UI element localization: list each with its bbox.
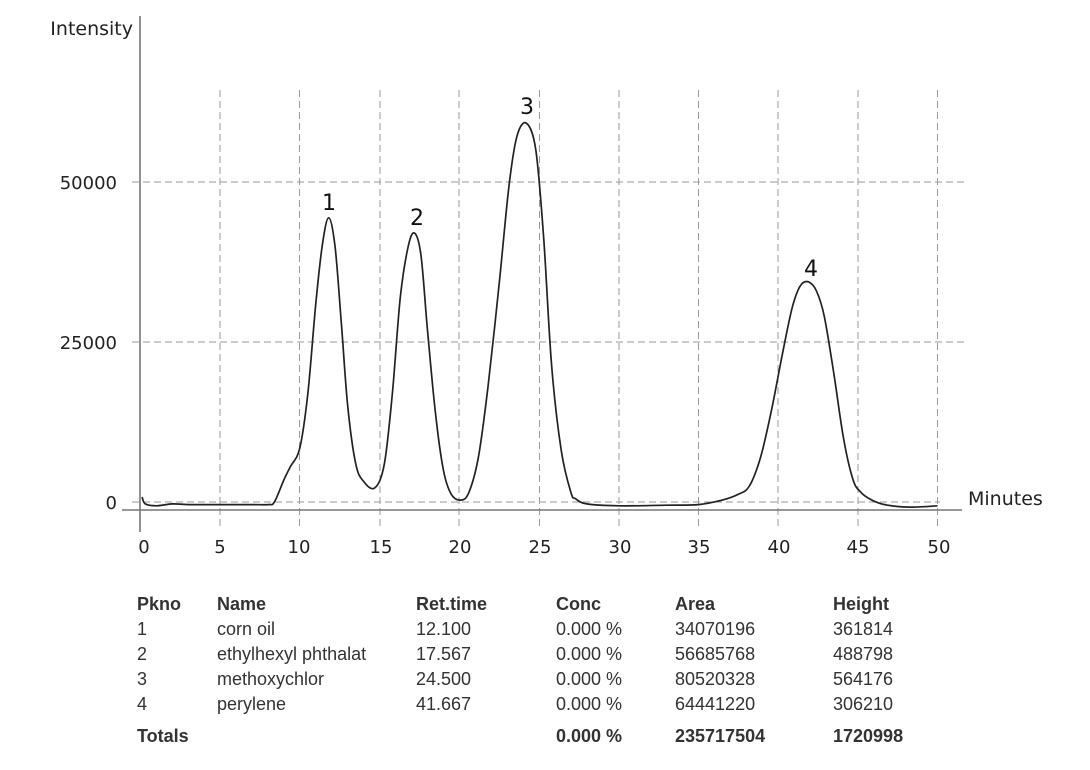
cell-area: 80520328 <box>675 669 756 689</box>
header-pkno: Pkno <box>137 594 182 614</box>
cell-name: perylene <box>217 694 287 714</box>
y-tick-label: 25000 <box>60 333 117 354</box>
table-row: 4 perylene 41.667 0.000 % 64441220 30621… <box>133 692 943 717</box>
cell-conc: 0.000 % <box>556 644 623 664</box>
cell-height: 488798 <box>833 644 894 664</box>
chromatogram-chart: Intensity Minutes 50000 25000 0 0 5 10 1… <box>50 16 1043 558</box>
y-axis-title: Intensity <box>50 18 133 40</box>
x-tick-label: 10 <box>288 537 311 558</box>
totals-height: 1720998 <box>833 726 904 746</box>
x-tick-label: 35 <box>688 537 711 558</box>
vertical-gridlines <box>219 90 938 530</box>
cell-conc: 0.000 % <box>556 694 623 714</box>
x-axis-title: Minutes <box>968 488 1043 510</box>
cell-conc: 0.000 % <box>556 619 623 639</box>
cell-pkno: 2 <box>137 644 148 664</box>
table-row: 3 methoxychlor 24.500 0.000 % 80520328 5… <box>133 667 943 692</box>
peak-label-3: 3 <box>520 95 534 120</box>
chromatogram-trace <box>141 121 938 508</box>
peak-label-2: 2 <box>410 206 424 231</box>
x-tick-label: 30 <box>609 537 632 558</box>
header-height: Height <box>833 594 889 614</box>
x-tick-label: 40 <box>768 537 791 558</box>
cell-name: ethylhexyl phthalat <box>217 644 367 664</box>
totals-row: Totals 0.000 % 235717504 1720998 <box>133 717 943 755</box>
cell-ret-time: 17.567 <box>416 644 472 664</box>
header-area: Area <box>675 594 716 614</box>
cell-ret-time: 41.667 <box>416 694 472 714</box>
table-header-row: Pkno Name Ret.time Conc Area Height <box>133 592 943 617</box>
horizontal-gridlines <box>132 181 965 503</box>
table-row: 2 ethylhexyl phthalat 17.567 0.000 % 566… <box>133 642 943 667</box>
cell-name: corn oil <box>217 619 276 639</box>
cell-ret-time: 24.500 <box>416 669 472 689</box>
y-tick-label: 0 <box>106 493 117 514</box>
peak-label-1: 1 <box>322 191 336 216</box>
cell-area: 56685768 <box>675 644 756 664</box>
y-tick-label: 50000 <box>60 173 117 194</box>
cell-height: 361814 <box>833 619 894 639</box>
peak-label-4: 4 <box>804 257 818 282</box>
totals-area: 235717504 <box>675 726 766 746</box>
cell-height: 306210 <box>833 694 894 714</box>
x-tick-label: 15 <box>370 537 393 558</box>
totals-ret-time-empty <box>416 717 556 755</box>
x-tick-labels: 0 5 10 15 20 25 30 35 40 45 50 <box>138 537 950 558</box>
totals-name-empty <box>217 717 416 755</box>
cell-name: methoxychlor <box>217 669 325 689</box>
header-name: Name <box>217 594 267 614</box>
x-tick-label: 45 <box>847 537 870 558</box>
x-tick-label: 25 <box>529 537 552 558</box>
header-ret-time: Ret.time <box>416 594 488 614</box>
x-tick-label: 0 <box>138 537 149 558</box>
x-tick-label: 50 <box>928 537 951 558</box>
peak-results-table: Pkno Name Ret.time Conc Area Height 1 co… <box>133 592 943 755</box>
header-conc: Conc <box>556 594 601 614</box>
cell-height: 564176 <box>833 669 894 689</box>
cell-pkno: 1 <box>137 619 148 639</box>
x-tick-label: 20 <box>449 537 472 558</box>
totals-conc: 0.000 % <box>556 726 623 746</box>
cell-area: 64441220 <box>675 694 756 714</box>
cell-pkno: 3 <box>137 669 148 689</box>
x-tick-label: 5 <box>214 537 225 558</box>
cell-conc: 0.000 % <box>556 669 623 689</box>
cell-ret-time: 12.100 <box>416 619 472 639</box>
table-row: 1 corn oil 12.100 0.000 % 34070196 36181… <box>133 617 943 642</box>
totals-label: Totals <box>137 726 189 746</box>
cell-area: 34070196 <box>675 619 756 639</box>
cell-pkno: 4 <box>137 694 148 714</box>
